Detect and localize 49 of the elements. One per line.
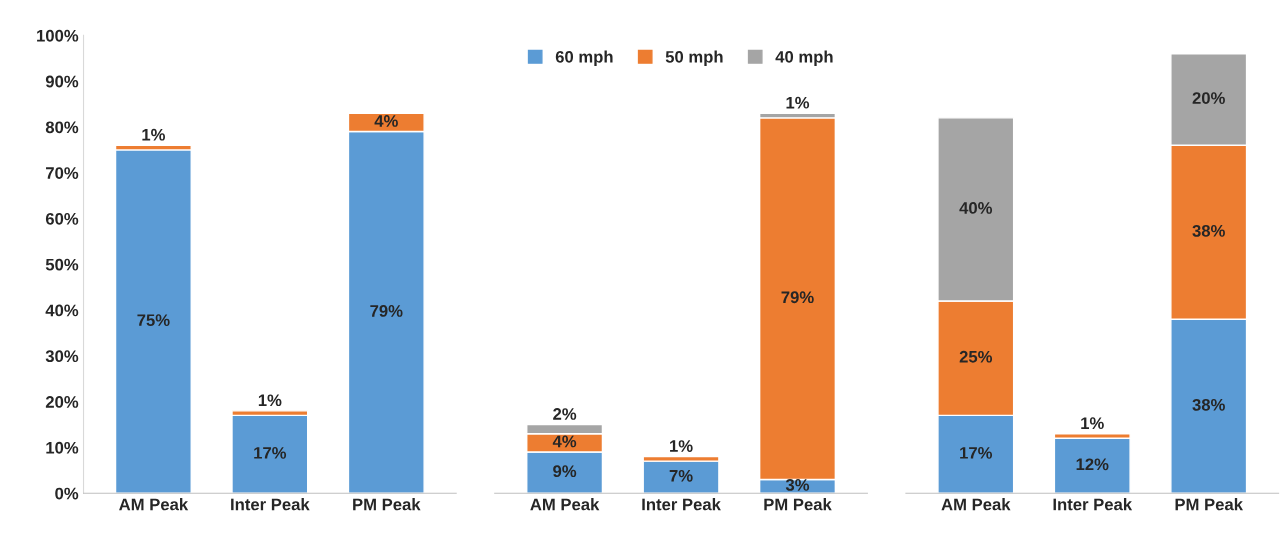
data-label: 79% [370, 305, 403, 317]
data-label: 1% [258, 394, 282, 407]
bar [231, 414, 309, 494]
x-tick-label: PM Peak [1175, 498, 1243, 511]
x-tick-label: Inter Peak [231, 498, 310, 511]
data-label: 17% [254, 447, 287, 459]
data-label: 79% [781, 291, 814, 304]
legend-label: 50 mph [665, 50, 723, 67]
x-tick-label: AM Peak [119, 498, 189, 511]
x-tick-label: PM Peak [764, 498, 832, 511]
y-tick-label: 80% [45, 121, 79, 134]
y-tick-label: 30% [45, 350, 79, 363]
bar [642, 460, 720, 494]
data-label: 12% [1076, 458, 1109, 471]
x-tick-label: Inter Peak [1053, 498, 1133, 511]
data-label: 4% [374, 115, 398, 127]
data-label: 2% [553, 408, 577, 420]
x-tick-label: Inter Peak [642, 498, 721, 511]
x-tick-label: PM Peak [353, 498, 421, 511]
data-label: 40% [959, 202, 993, 214]
y-tick-label: 10% [46, 441, 79, 454]
y-tick-label: 70% [46, 167, 79, 179]
data-label: 1% [670, 440, 693, 452]
bar [1053, 437, 1131, 494]
y-tick-label: 90% [45, 75, 79, 88]
data-label: 75% [137, 314, 170, 327]
data-label: 38% [1192, 398, 1225, 411]
data-label: 17% [960, 447, 993, 459]
data-label: 9% [553, 465, 577, 478]
data-label: 4% [552, 435, 577, 448]
y-tick-label: 0% [55, 487, 79, 500]
y-tick-label: 100% [37, 29, 79, 42]
y-tick-label: 60% [45, 212, 79, 225]
y-tick-label: 20% [45, 396, 79, 408]
legend-label: 40 mph [775, 50, 833, 67]
bar [114, 149, 192, 494]
y-tick-label: 50% [45, 258, 79, 271]
x-tick-label: AM Peak [530, 498, 600, 511]
legend-label: 60 mph [555, 50, 613, 67]
data-label: 25% [959, 350, 993, 363]
data-label: 20% [1192, 92, 1225, 104]
x-tick-label: AM Peak [941, 498, 1011, 511]
data-label: 7% [669, 469, 693, 482]
data-label: 38% [1192, 224, 1225, 237]
y-tick-label: 40% [45, 304, 79, 317]
data-label: 1% [142, 128, 165, 141]
data-label: 1% [786, 96, 810, 109]
data-label: 3% [785, 479, 810, 491]
data-label: 1% [1081, 417, 1104, 430]
